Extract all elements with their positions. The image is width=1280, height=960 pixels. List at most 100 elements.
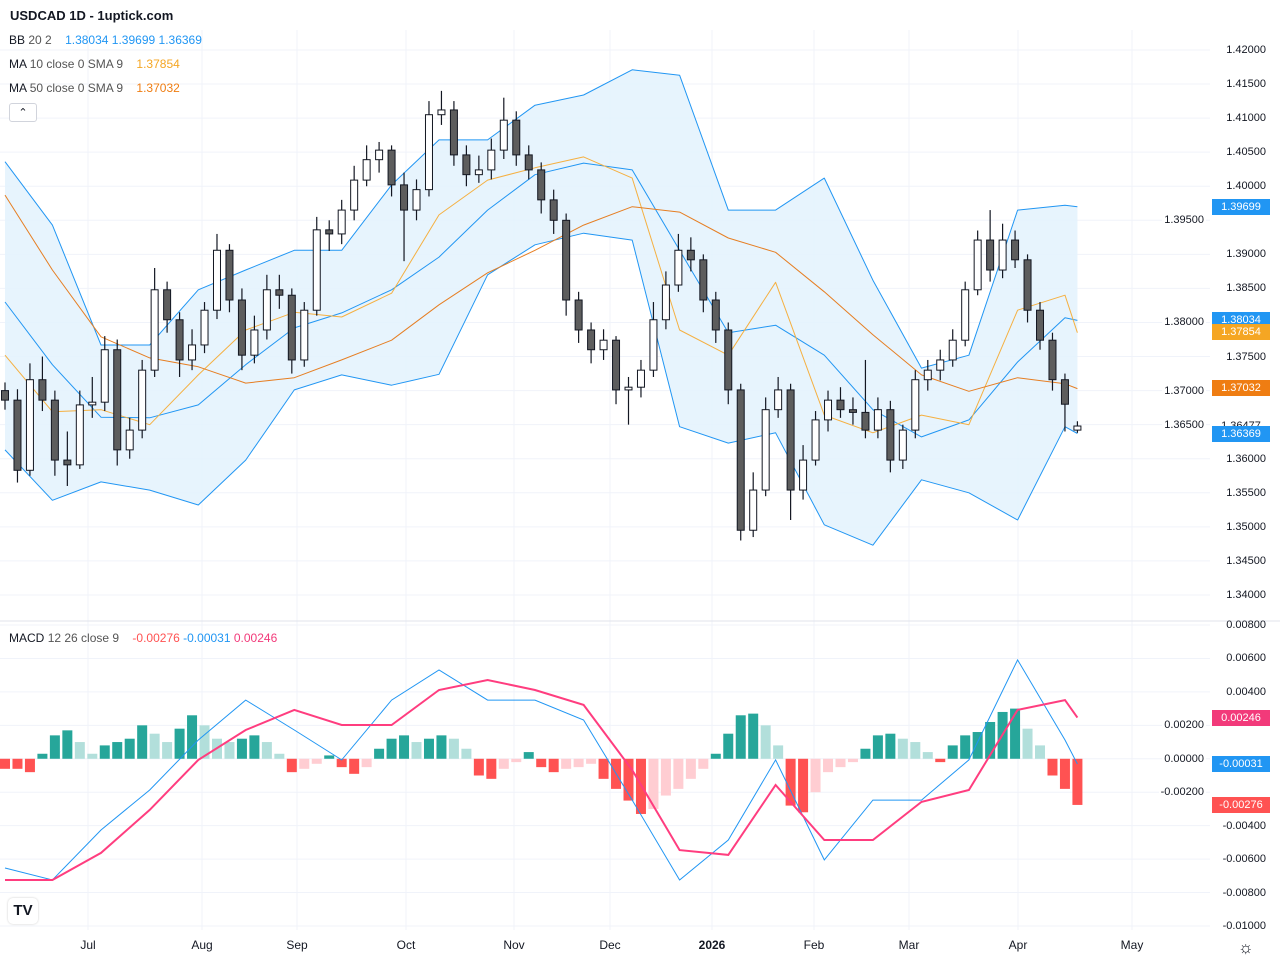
- candle: [449, 101, 458, 166]
- candle-body-bear: [1, 390, 9, 401]
- legend-ma10[interactable]: MA 10 close 0 SMA 9 1.37854: [9, 57, 180, 71]
- histogram-bar: [49, 735, 60, 759]
- candle: [1036, 302, 1045, 350]
- candle-body-bear: [462, 154, 471, 176]
- candle: [1023, 254, 1032, 323]
- tradingview-logo[interactable]: TV: [8, 898, 38, 924]
- bb-upper-line: [4, 69, 1078, 369]
- candle: [699, 254, 708, 313]
- candle-body-bull: [923, 369, 932, 381]
- histogram-bar: [174, 728, 185, 759]
- gear-icon[interactable]: ☼: [1238, 938, 1254, 957]
- candle: [499, 97, 508, 159]
- macd-tick-label: -0.01000: [1222, 919, 1266, 932]
- histogram-bar: [897, 738, 908, 759]
- candle: [786, 383, 795, 521]
- histogram-bar: [37, 753, 48, 759]
- histogram-bar: [985, 721, 996, 759]
- candle: [824, 390, 833, 432]
- candle-body-bull: [948, 339, 957, 361]
- candle: [138, 359, 147, 439]
- candle-body-bull: [811, 419, 820, 461]
- legend-ma50-label: MA: [9, 81, 27, 95]
- price-tick-label: 1.36000: [1226, 452, 1266, 465]
- candle: [574, 291, 583, 343]
- collapse-legend-button[interactable]: ⌃: [9, 103, 37, 122]
- histogram-bar: [461, 748, 472, 759]
- candle: [88, 376, 97, 418]
- candle-body-bull: [212, 249, 221, 311]
- legend-ma10-value: 1.37854: [136, 57, 180, 71]
- candle: [674, 233, 683, 292]
- candle-body-bear: [711, 299, 720, 331]
- histogram-bar: [561, 758, 572, 769]
- histogram-bar: [1072, 758, 1083, 805]
- histogram-bar: [187, 715, 198, 759]
- candle: [287, 288, 296, 374]
- candle: [337, 199, 346, 245]
- time-label: Nov: [503, 938, 525, 952]
- candle: [13, 389, 22, 483]
- candle: [1011, 230, 1020, 268]
- candle-body-bear: [237, 299, 246, 356]
- candle-body-bear: [50, 399, 59, 461]
- histogram-bar: [960, 735, 971, 759]
- legend-bb[interactable]: BB 20 2 1.38034 1.39699 1.36369: [9, 33, 202, 47]
- histogram-bar: [498, 758, 509, 769]
- histogram-bar: [910, 742, 921, 759]
- histogram-bar: [448, 738, 459, 759]
- candle-body-bull: [262, 289, 271, 331]
- histogram-bar: [236, 738, 247, 759]
- histogram-bar: [872, 735, 883, 759]
- candle-body-bear: [886, 409, 895, 461]
- histogram-bar: [586, 758, 597, 764]
- candle-body-bull: [362, 159, 371, 181]
- candle-body-bear: [612, 339, 621, 391]
- candle: [474, 155, 483, 183]
- candle: [300, 302, 309, 367]
- histogram-bar: [87, 753, 98, 759]
- candle-body-bear: [1036, 309, 1045, 341]
- histogram-bar: [1035, 745, 1046, 759]
- histogram-bar: [860, 748, 871, 759]
- histogram-bar: [972, 732, 983, 759]
- candle-body-bull: [200, 309, 209, 346]
- candle: [724, 322, 733, 405]
- candle: [113, 339, 122, 466]
- candle-body-bull: [936, 359, 945, 371]
- candle: [636, 359, 645, 398]
- candle: [150, 267, 159, 377]
- candle: [761, 397, 770, 497]
- candle-body-bear: [512, 119, 521, 156]
- candle-body-bear: [38, 379, 47, 401]
- bb-basis-line: [4, 162, 1078, 438]
- legend-bb-lower: 1.36369: [158, 33, 202, 47]
- histogram-bar: [785, 758, 796, 806]
- macd-tick-label: -0.00200: [1158, 786, 1206, 799]
- candle-body-bear: [724, 329, 733, 391]
- candle-body-bear: [686, 249, 695, 261]
- candle-body-bull: [88, 401, 97, 406]
- histogram-bar: [286, 758, 297, 773]
- candle: [1073, 421, 1082, 433]
- macd-tick-label: 0.00200: [1162, 719, 1206, 732]
- legend-macd[interactable]: MACD 12 26 close 9 -0.00276 -0.00031 0.0…: [9, 631, 277, 645]
- candle-body-bull: [125, 429, 134, 451]
- histogram-bar: [473, 758, 484, 776]
- legend-ma10-params: 10 close 0 SMA 9: [29, 57, 124, 71]
- bb-lower-line: [4, 232, 1078, 546]
- histogram-bar: [598, 758, 609, 779]
- legend-macd-params: 12 26 close 9: [47, 631, 120, 645]
- bb-fill-area: [5, 69, 1078, 546]
- histogram-bar: [536, 758, 547, 768]
- histogram-bar: [112, 742, 123, 759]
- candle: [512, 111, 521, 166]
- price-tick-label: 1.37500: [1226, 350, 1266, 363]
- candle: [774, 376, 783, 418]
- time-label: Oct: [396, 938, 416, 952]
- price-badge: 1.36369: [1212, 425, 1270, 442]
- histogram-bar: [124, 738, 135, 759]
- legend-ma50[interactable]: MA 50 close 0 SMA 9 1.37032: [9, 81, 180, 95]
- candle-body-bear: [786, 389, 795, 491]
